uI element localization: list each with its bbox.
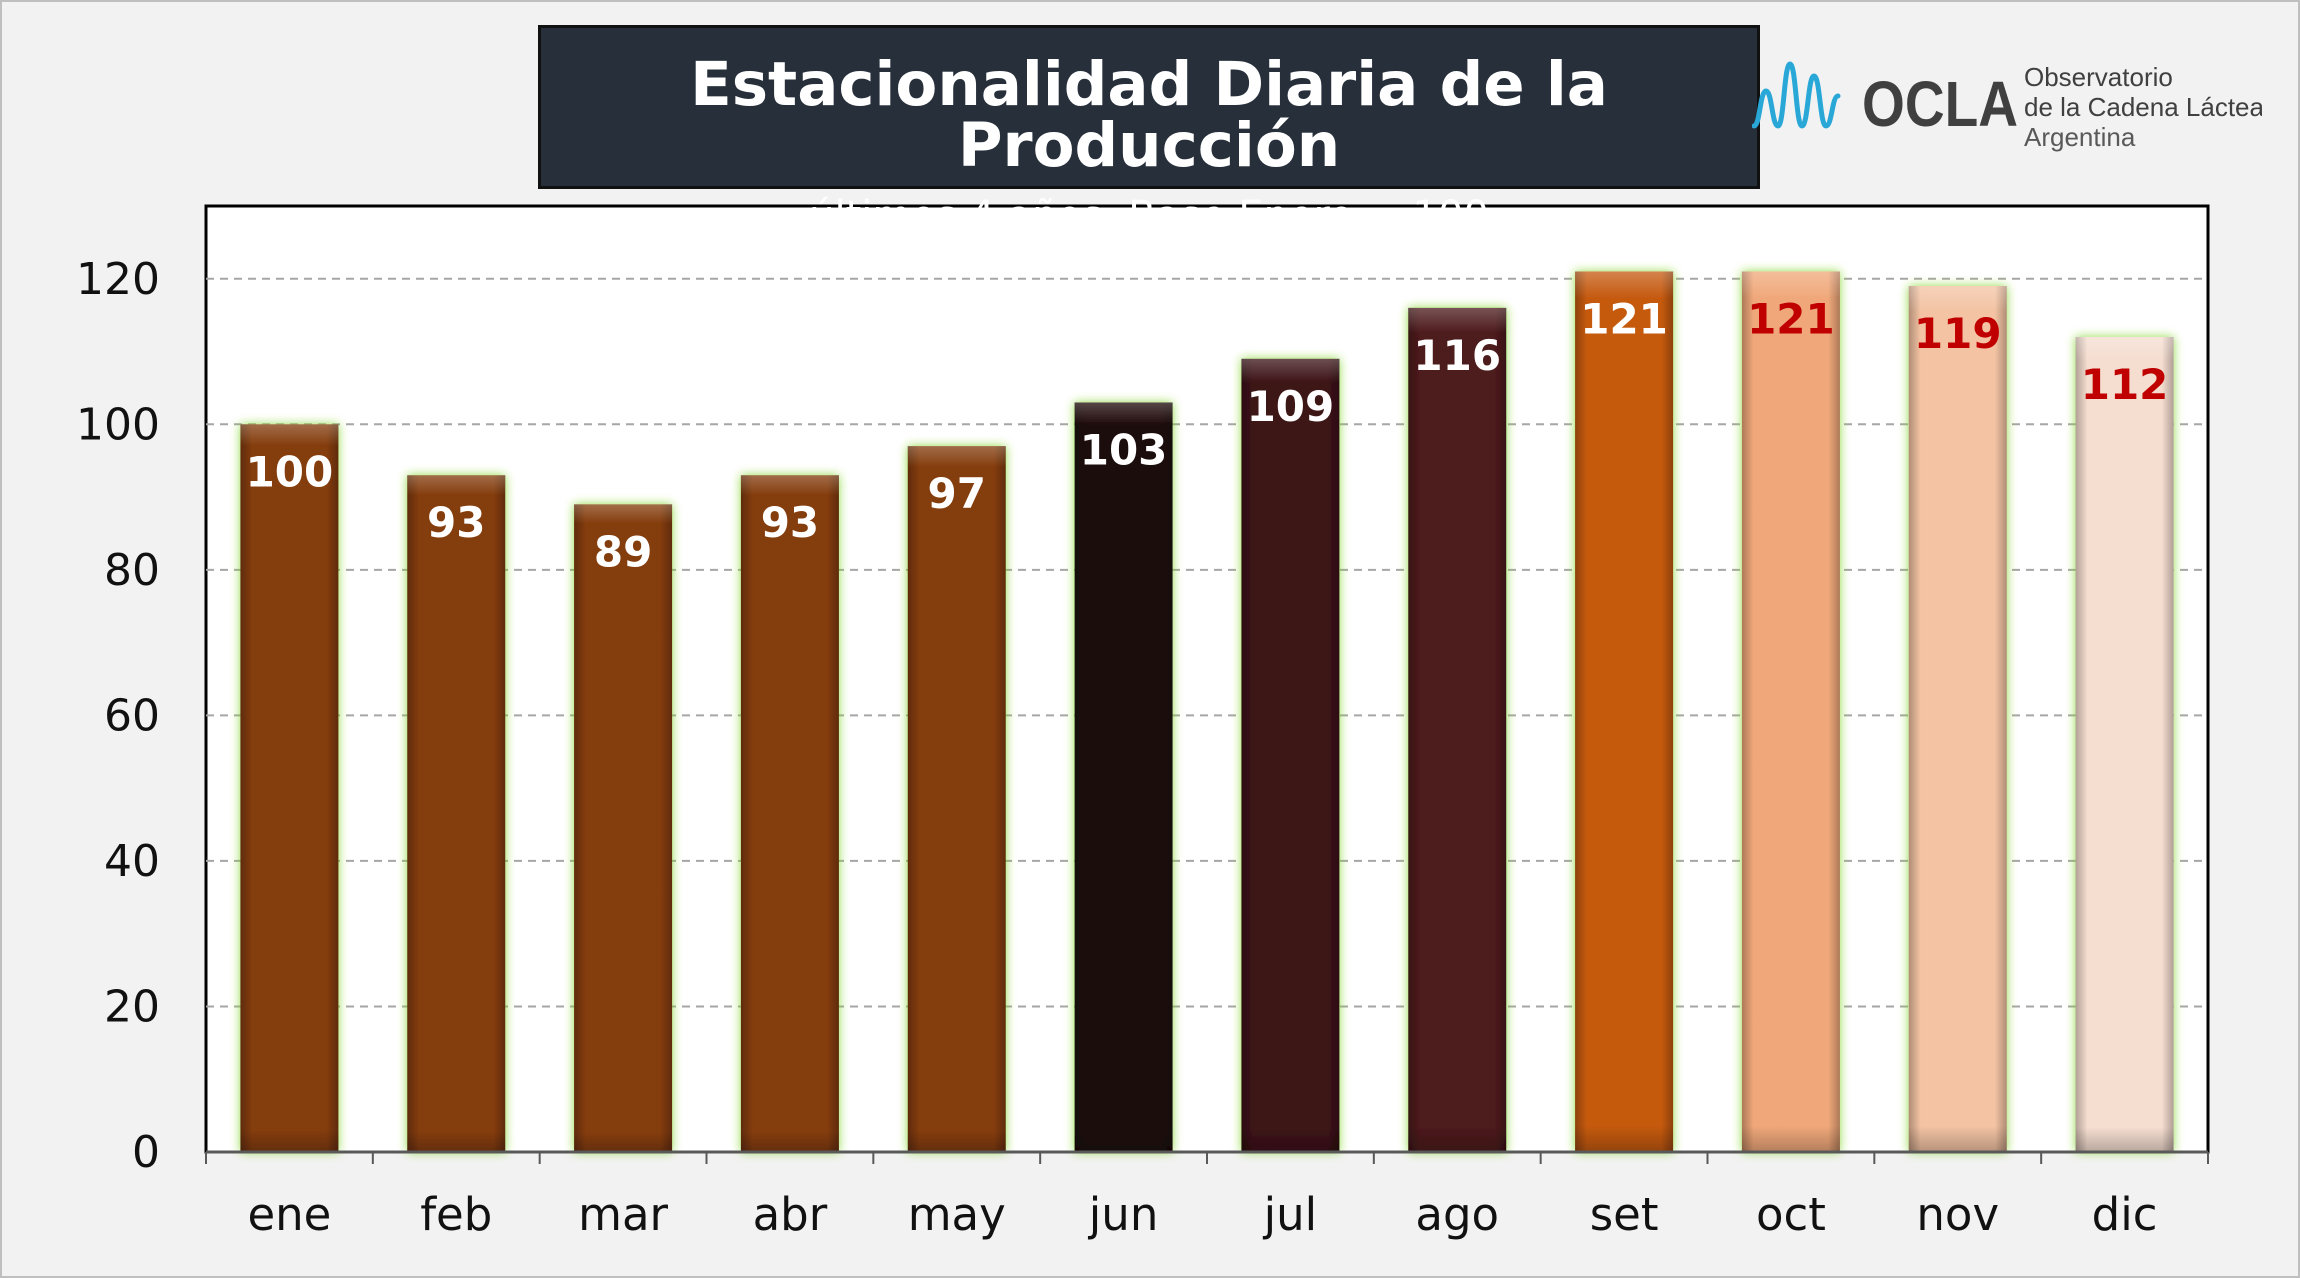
bar-bevel (1241, 358, 1340, 1152)
y-tick-label: 100 (76, 399, 160, 450)
plot-area (204, 204, 2210, 1154)
milk-wave-icon (1752, 61, 1841, 129)
bar-bevel (1908, 286, 2007, 1152)
bar-oct (1741, 271, 1840, 1152)
data-label: 112 (2081, 360, 2169, 409)
bar-mar (574, 504, 673, 1152)
data-label: 109 (1247, 382, 1335, 431)
bar-bevel (407, 475, 506, 1152)
x-tick-label: may (908, 1188, 1006, 1241)
data-label: 116 (1413, 331, 1501, 380)
y-tick-label: 20 (104, 981, 160, 1032)
x-tick-label: set (1590, 1188, 1659, 1241)
y-tick-label: 80 (104, 545, 160, 596)
bar-ago (1408, 307, 1507, 1152)
data-label: 93 (427, 498, 485, 547)
ocla-logo: OCLA Observatorio de la Cadena Láctea Ar… (1752, 61, 2262, 152)
x-tick-label: jun (1088, 1188, 1159, 1241)
bar-bevel (574, 504, 673, 1152)
data-label: 103 (1080, 425, 1168, 474)
x-tick-label: nov (1916, 1188, 1999, 1241)
x-axis-tick-labels: ene feb mar abr may jun jul ago set oct nov dic (247, 1188, 2157, 1241)
logo-line-3: Argentina (2024, 122, 2136, 152)
bar-dic (2075, 336, 2174, 1152)
bar-bevel (1074, 402, 1173, 1152)
logo-mark: OCLA (1862, 68, 2018, 140)
x-tick-label: ene (247, 1188, 331, 1241)
bar-may (907, 446, 1006, 1153)
x-tick-label: abr (753, 1188, 828, 1241)
bar-jun (1074, 402, 1173, 1152)
chart-title: Estacionalidad Diaria de la Producción (690, 49, 1608, 181)
bar-jul (1241, 358, 1340, 1152)
data-label: 93 (761, 498, 819, 547)
y-tick-label: 60 (104, 690, 160, 741)
y-tick-label: 40 (104, 836, 160, 887)
x-tick-label: feb (420, 1188, 492, 1241)
y-axis-tick-labels: 0 20 40 60 80 100 120 (76, 254, 160, 1178)
bar-abr (740, 475, 839, 1152)
bar-bevel (1575, 271, 1674, 1152)
y-tick-label: 120 (76, 254, 160, 305)
bar-feb (407, 475, 506, 1152)
data-label: 89 (594, 527, 652, 576)
bar-ene (240, 424, 339, 1152)
bar-nov (1908, 286, 2007, 1152)
chart-subtitle: - últimos 4 años, Base Enero = 100 - (781, 193, 1516, 239)
bar-set (1575, 271, 1674, 1152)
y-tick-label: 0 (132, 1127, 160, 1178)
x-tick-label: ago (1415, 1188, 1499, 1241)
bar-bevel (740, 475, 839, 1152)
bars (240, 271, 2174, 1153)
title-box: Estacionalidad Diaria de la Producción -… (538, 25, 1760, 236)
bar-bevel (2075, 336, 2174, 1152)
bar-bevel (1408, 307, 1507, 1152)
bar-bevel (907, 446, 1006, 1153)
x-tick-label: dic (2092, 1188, 2158, 1241)
data-labels: 100 93 89 93 97 103 109 116 121 121 119 112 (246, 294, 2169, 576)
x-tick-label: oct (1756, 1188, 1826, 1241)
x-tick-label: jul (1263, 1188, 1318, 1241)
data-label: 97 (928, 469, 986, 518)
data-label: 119 (1914, 309, 2002, 358)
logo-line-1: Observatorio (2024, 62, 2173, 92)
x-tick-label: mar (578, 1188, 668, 1241)
logo-line-2: de la Cadena Láctea (2024, 92, 2262, 122)
data-label: 121 (1747, 294, 1835, 343)
data-label: 121 (1580, 294, 1668, 343)
x-axis-ticks (205, 1152, 2209, 1164)
bar-bevel (240, 424, 339, 1152)
gridlines (206, 277, 2208, 1008)
bar-bevel (1741, 271, 1840, 1152)
data-label: 100 (246, 447, 334, 496)
